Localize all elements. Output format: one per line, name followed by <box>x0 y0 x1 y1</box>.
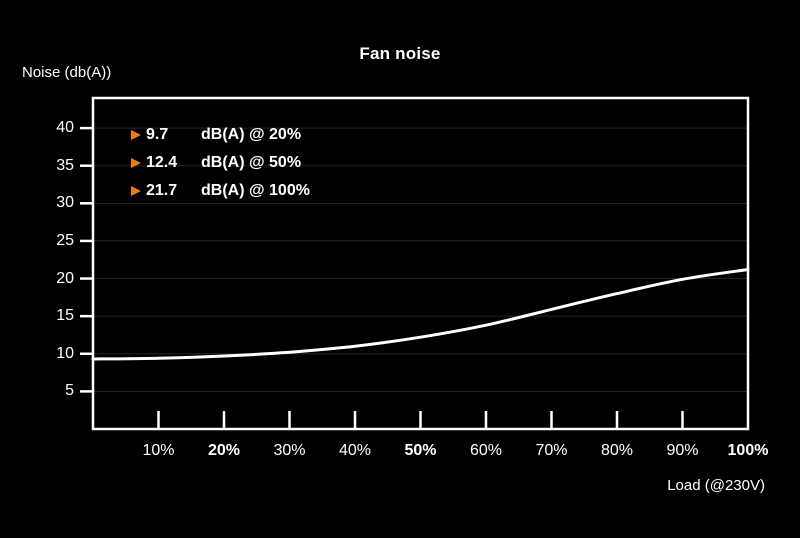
legend-row: 12.4 dB(A) @ 50% <box>131 149 310 177</box>
plot-border <box>91 96 750 431</box>
x-tick-label: 30% <box>273 442 306 459</box>
x-tick-label: 40% <box>338 442 372 459</box>
y-tick-label: 25 <box>56 231 74 249</box>
x-tick-label: 20% <box>207 442 241 459</box>
legend-row: 21.7 dB(A) @ 100% <box>131 177 310 205</box>
legend-marker-triangle-icon <box>131 158 141 168</box>
chart-title: Fan noise <box>359 44 441 63</box>
x-axis-title: Load (@230V) <box>667 477 765 494</box>
legend-label: dB(A) @ 50% <box>201 154 302 171</box>
noise-curve <box>91 268 750 361</box>
x-tick-label: 90% <box>666 442 699 459</box>
y-tick-label: 20 <box>56 269 74 287</box>
legend-row: 9.7 dB(A) @ 20% <box>131 121 310 149</box>
legend-label: dB(A) @ 20% <box>201 126 302 143</box>
x-tick-label: 10% <box>142 442 175 459</box>
y-tick-label: 40 <box>56 119 74 137</box>
y-tick-label: 35 <box>56 156 74 174</box>
legend-value: 21.7 <box>146 182 178 199</box>
y-tick-label: 5 <box>65 382 74 400</box>
y-tick-label: 30 <box>56 194 74 212</box>
legend-value: 9.7 <box>146 126 169 143</box>
chart-legend: 9.7 dB(A) @ 20% 12.4 dB(A) @ 50% 21.7 dB(A) @… <box>131 121 310 205</box>
legend-value: 12.4 <box>146 154 178 171</box>
legend-marker-triangle-icon <box>131 186 141 196</box>
x-tick-label: 60% <box>469 442 503 459</box>
x-tick-label: 100% <box>727 442 769 459</box>
legend-label: dB(A) @ 100% <box>201 182 310 199</box>
legend-marker-triangle-icon <box>131 130 141 140</box>
x-tick-label: 70% <box>535 442 568 459</box>
y-axis-title: Noise (db(A)) <box>22 64 112 81</box>
y-tick-label: 15 <box>56 307 74 325</box>
x-tick-label: 50% <box>404 442 437 459</box>
x-tick-label: 80% <box>600 442 634 459</box>
y-tick-label: 10 <box>56 344 74 362</box>
